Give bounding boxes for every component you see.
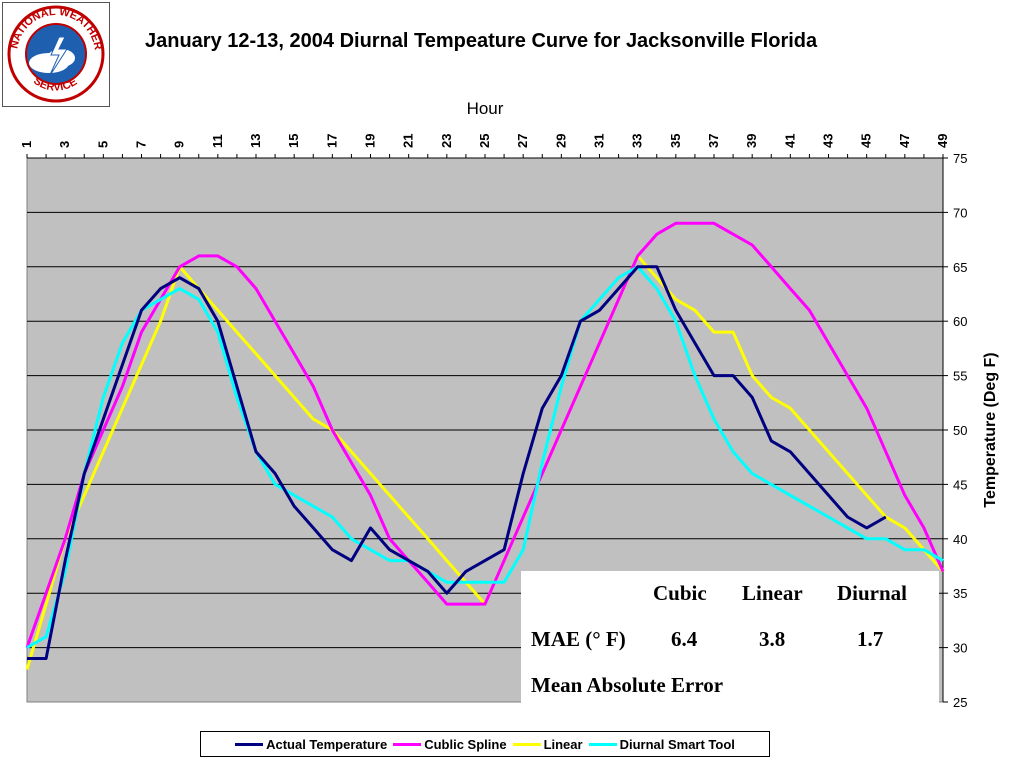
x-tick-label-25: 25 — [477, 134, 492, 148]
legend-swatch-actual — [235, 742, 264, 746]
x-tick-label-35: 35 — [668, 134, 683, 148]
y-axis-title: Temperature (Deg F) — [982, 352, 999, 507]
legend-swatch-diurnal — [588, 742, 617, 746]
mae-header-linear: Linear — [742, 581, 803, 605]
legend-label-linear: Linear — [543, 736, 583, 752]
y-tick-label-65: 65 — [953, 260, 967, 275]
x-tick-label-39: 39 — [744, 134, 759, 148]
x-tick-label-33: 33 — [630, 134, 645, 148]
x-tick-label-5: 5 — [95, 141, 110, 148]
legend-item-diurnal: Diurnal Smart Tool — [588, 736, 735, 752]
x-tick-label-31: 31 — [592, 134, 607, 148]
mae-value-cubic: 6.4 — [671, 627, 698, 651]
x-tick-label-41: 41 — [782, 134, 797, 148]
x-tick-label-19: 19 — [363, 134, 378, 148]
x-tick-label-47: 47 — [897, 134, 912, 148]
legend-label-diurnal: Diurnal Smart Tool — [619, 736, 735, 752]
y-tick-label-75: 75 — [953, 151, 967, 166]
x-axis-title: Hour — [467, 99, 504, 118]
legend-label-cubic: Cublic Spline — [424, 736, 507, 752]
x-tick-label-43: 43 — [821, 134, 836, 148]
legend-swatch-linear — [512, 742, 541, 746]
chart-title: January 12-13, 2004 Diurnal Tempeature C… — [145, 30, 818, 52]
legend-label-actual: Actual Temperature — [266, 736, 388, 752]
legend-item-linear: Linear — [512, 736, 583, 752]
x-tick-label-45: 45 — [859, 134, 874, 148]
mae-table: Cubic Linear Diurnal MAE (° F) 6.4 3.8 1… — [521, 571, 939, 703]
legend-item-actual: Actual Temperature — [235, 737, 387, 752]
x-tick-label-49: 49 — [935, 134, 950, 148]
y-tick-label-50: 50 — [953, 423, 967, 438]
y-tick-label-70: 70 — [953, 205, 967, 220]
mae-row-label: MAE (° F) — [531, 627, 626, 651]
x-tick-label-37: 37 — [706, 134, 721, 148]
x-tick-label-17: 17 — [324, 134, 339, 148]
x-tick-label-1: 1 — [19, 141, 34, 148]
y-tick-label-55: 55 — [953, 369, 967, 384]
series-line-cubic — [25, 221, 945, 649]
y-tick-label-40: 40 — [953, 532, 967, 547]
x-tick-label-3: 3 — [57, 141, 72, 148]
x-tick-label-7: 7 — [134, 141, 149, 148]
chart-legend: Actual Temperature Cublic Spline Linear … — [200, 731, 770, 757]
mae-value-linear: 3.8 — [759, 627, 786, 651]
y-tick-label-60: 60 — [953, 314, 967, 329]
x-tick-label-29: 29 — [553, 134, 568, 148]
mae-value-diurnal: 1.7 — [857, 627, 884, 651]
svg-text:SERVICE: SERVICE — [31, 75, 79, 94]
x-tick-label-11: 11 — [210, 134, 225, 148]
legend-item-cubic: Cublic Spline — [393, 736, 507, 752]
y-tick-label-25: 25 — [953, 695, 967, 710]
y-tick-label-35: 35 — [953, 586, 967, 601]
y-tick-label-45: 45 — [953, 477, 967, 492]
series-line-diurnal — [26, 265, 944, 649]
nws-logo: NATIONAL WEATHER SERVICE — [2, 2, 110, 107]
mae-caption: Mean Absolute Error — [531, 673, 724, 697]
x-tick-label-9: 9 — [172, 141, 187, 148]
mae-header-cubic: Cubic — [653, 581, 707, 605]
x-tick-label-27: 27 — [515, 134, 530, 148]
x-tick-label-13: 13 — [248, 134, 263, 148]
x-tick-label-23: 23 — [439, 134, 454, 148]
x-tick-label-15: 15 — [286, 134, 301, 148]
mae-header-diurnal: Diurnal — [837, 581, 908, 605]
series-line-actual — [27, 265, 887, 660]
x-tick-label-21: 21 — [401, 134, 416, 148]
y-tick-label-30: 30 — [953, 641, 967, 656]
legend-swatch-cubic — [393, 742, 422, 746]
